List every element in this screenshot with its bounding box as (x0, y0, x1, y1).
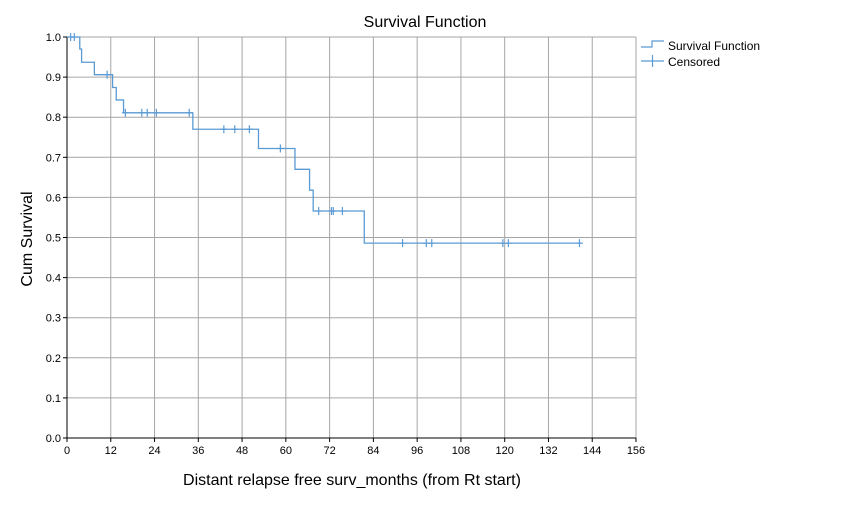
censored-markers (67, 33, 583, 248)
y-tick-label: 0.3 (46, 313, 61, 325)
censored-marker (504, 239, 512, 248)
y-tick-label: 1.0 (46, 32, 61, 44)
x-tick-label: 36 (192, 445, 204, 457)
x-tick-label: 0 (64, 445, 70, 457)
x-tick-label: 120 (496, 445, 514, 457)
y-tick-label: 0.7 (46, 152, 61, 164)
axis-ticks: 0.0 0.1 0.2 0.3 0.4 0.5 0.6 0.7 0.8 0.9 1.0 0 12 24 36… (46, 32, 645, 457)
y-axis-label: Cum Survival (19, 191, 36, 286)
y-tick-label: 0.9 (46, 72, 61, 84)
y-tick-label: 0.8 (46, 112, 61, 124)
y-tick-label: 0.5 (46, 233, 61, 245)
legend: Survival Function Censored (641, 39, 760, 69)
x-axis-label: Distant relapse free surv_months (from R… (183, 472, 521, 489)
y-tick-label: 0.0 (46, 433, 61, 445)
x-tick-label: 96 (411, 445, 423, 457)
x-tick-label: 84 (367, 445, 379, 457)
legend-censored-swatch (641, 55, 664, 67)
legend-censored-label: Censored (668, 55, 720, 69)
censored-marker (220, 125, 228, 134)
censored-marker (121, 108, 129, 117)
chart-title: Survival Function (364, 14, 487, 31)
y-tick-label: 0.2 (46, 353, 61, 365)
censored-marker (575, 239, 583, 248)
legend-survival-label: Survival Function (668, 39, 760, 53)
censored-marker (103, 70, 111, 79)
y-tick-label: 0.6 (46, 192, 61, 204)
grid (67, 36, 637, 438)
x-tick-label: 108 (452, 445, 470, 457)
x-tick-label: 60 (280, 445, 292, 457)
legend-survival-swatch (641, 40, 664, 48)
censored-marker (152, 108, 160, 117)
x-tick-label: 144 (583, 445, 601, 457)
censored-marker (185, 108, 193, 117)
x-tick-label: 132 (539, 445, 557, 457)
censored-marker (315, 207, 323, 216)
censored-marker (245, 125, 253, 134)
series-layer (67, 36, 582, 244)
censored-marker (329, 207, 337, 216)
x-tick-label: 12 (105, 445, 117, 457)
censored-marker (399, 239, 407, 248)
censored-marker (338, 207, 346, 216)
x-tick-label: 72 (323, 445, 335, 457)
censored-marker (276, 144, 284, 153)
censored-marker (428, 239, 436, 248)
survival-function-line (67, 36, 582, 244)
x-tick-label: 48 (236, 445, 248, 457)
y-tick-label: 0.4 (46, 273, 61, 285)
censored-marker (143, 108, 151, 117)
y-tick-label: 0.1 (46, 393, 61, 405)
x-tick-label: 156 (627, 445, 645, 457)
x-tick-label: 24 (148, 445, 160, 457)
censored-marker (70, 33, 78, 41)
censored-marker (231, 125, 239, 134)
